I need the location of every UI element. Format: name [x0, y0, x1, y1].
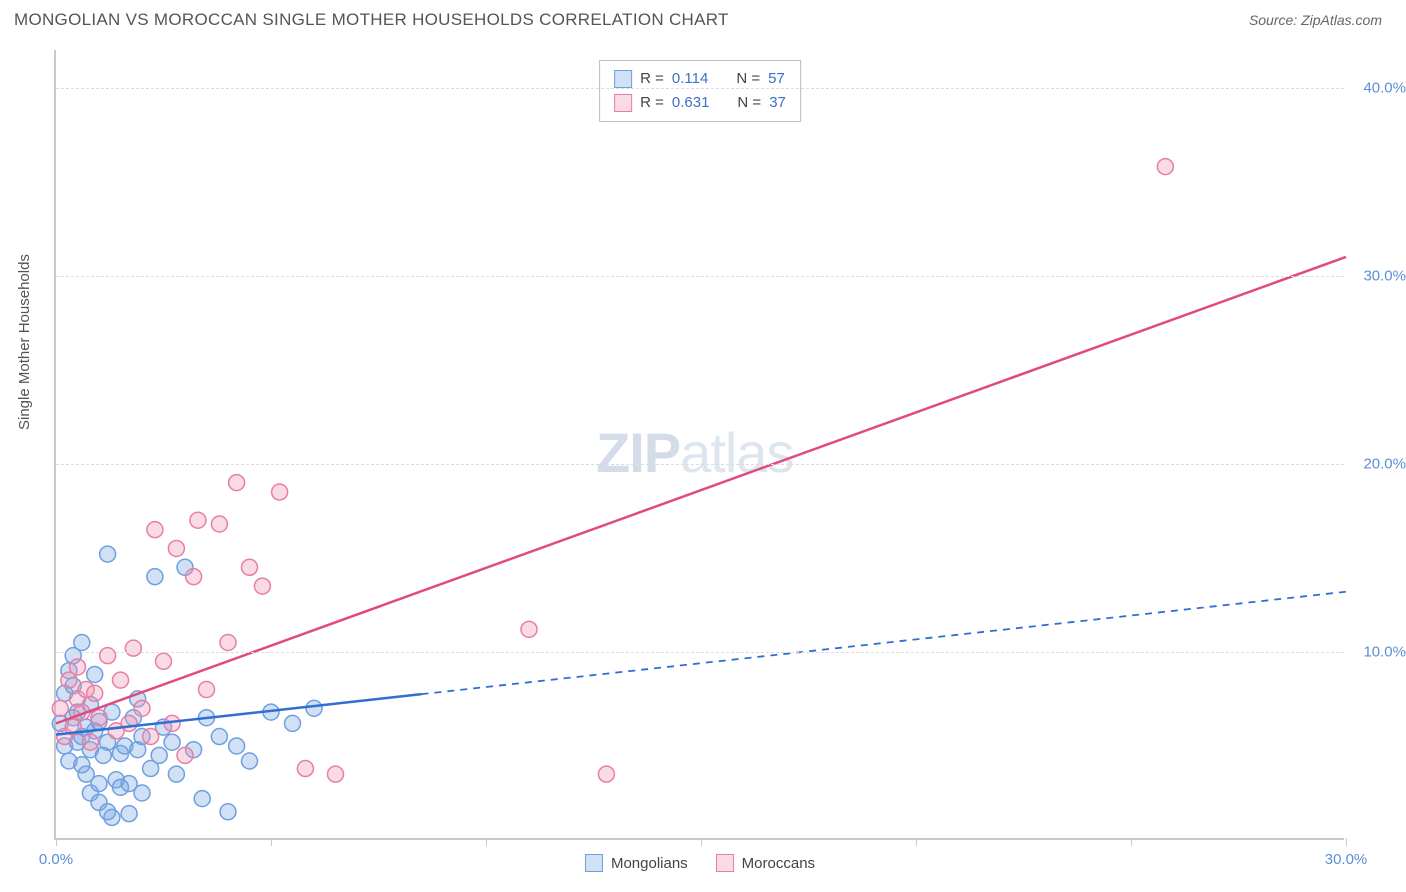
- x-tick: [271, 838, 272, 846]
- x-tick: [916, 838, 917, 846]
- source-attribution: Source: ZipAtlas.com: [1249, 12, 1382, 28]
- y-tick-label: 30.0%: [1363, 267, 1406, 284]
- gridline: [56, 88, 1344, 89]
- y-axis-label: Single Mother Households: [16, 254, 33, 430]
- legend-item-mongolians: Mongolians: [585, 854, 688, 872]
- legend-item-moroccans: Moroccans: [716, 854, 815, 872]
- gridline: [56, 276, 1344, 277]
- swatch-mongolians-icon: [585, 854, 603, 872]
- correlation-stats-box: R = 0.114 N = 57 R = 0.631 N = 37: [599, 60, 801, 122]
- x-tick: [56, 838, 57, 846]
- y-tick-label: 40.0%: [1363, 79, 1406, 96]
- x-tick-label: 30.0%: [1325, 851, 1368, 868]
- swatch-moroccans: [614, 94, 632, 112]
- gridline: [56, 652, 1344, 653]
- swatch-moroccans-icon: [716, 854, 734, 872]
- x-tick-label: 0.0%: [39, 851, 73, 868]
- legend: Mongolians Moroccans: [585, 854, 815, 872]
- y-tick-label: 20.0%: [1363, 455, 1406, 472]
- plot-area: ZIPatlas R = 0.114 N = 57 R = 0.631 N = …: [54, 50, 1344, 840]
- x-tick: [1131, 838, 1132, 846]
- y-tick-label: 10.0%: [1363, 643, 1406, 660]
- x-tick: [701, 838, 702, 846]
- scatter-svg: [56, 50, 1344, 838]
- chart-title: MONGOLIAN VS MOROCCAN SINGLE MOTHER HOUS…: [14, 10, 729, 30]
- x-tick: [1346, 838, 1347, 846]
- swatch-mongolians: [614, 70, 632, 88]
- x-tick: [486, 838, 487, 846]
- gridline: [56, 464, 1344, 465]
- chart-header: MONGOLIAN VS MOROCCAN SINGLE MOTHER HOUS…: [0, 0, 1406, 36]
- stats-row-moroccans: R = 0.631 N = 37: [614, 91, 786, 115]
